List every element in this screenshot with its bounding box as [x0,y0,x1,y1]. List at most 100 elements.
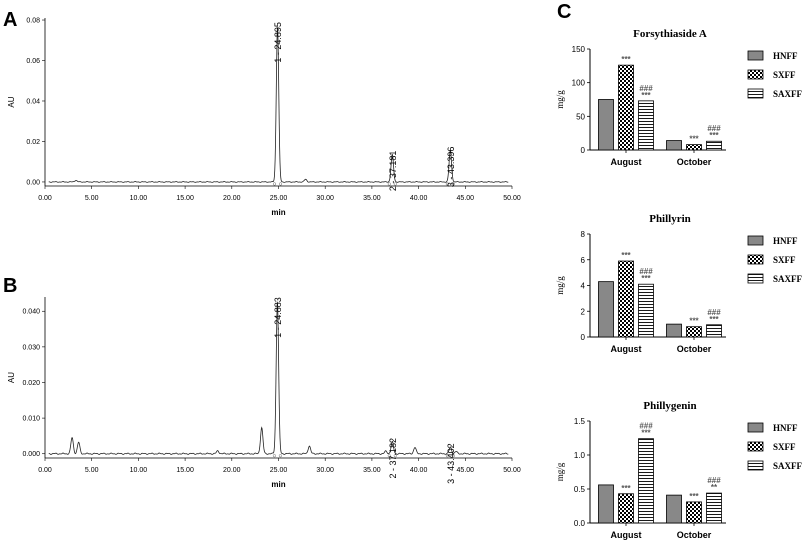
significance-label: ### [707,308,721,317]
y-tick-label: 100 [572,79,586,88]
category-label: August [611,157,642,167]
legend-swatch-saxff [747,88,764,99]
significance-label: *** [709,131,719,140]
x-tick-label: 30.00 [316,195,334,202]
significance-label: ### [707,124,721,133]
panel-letter-b: B [3,275,17,297]
significance-label: ### [639,267,653,276]
y-tick-label: 0.5 [574,485,586,494]
legend-label: SXFF [773,70,796,80]
y-tick-label: 1.0 [574,451,586,460]
significance-label: *** [709,315,719,324]
significance-label: *** [689,317,699,326]
peak-label: 1 - 24.895 [273,22,283,63]
y-axis-label: AU [7,96,16,107]
legend-swatch-sxff [747,69,764,80]
significance-label: ### [639,422,653,431]
y-axis-label: mg/g [555,90,565,109]
x-tick-label: 15.00 [176,467,194,474]
panel-letter-a: A [3,9,17,31]
peak-start-marker [272,454,276,458]
legend-label: SAXFF [773,461,803,471]
peak-start-marker [445,454,449,458]
significance-label: *** [621,251,631,260]
category-label: August [611,344,642,354]
legend-swatch-hnff [747,235,764,246]
bar-chart-phillygenin: Phillygenin 0.0 0.5 1.0 1.5 mg/g August ***### *… [555,400,803,540]
peak-end-marker [451,454,455,458]
bar-saxff [706,492,722,524]
bar-hnff [666,494,682,524]
chart-title: Forsythiaside A [633,28,707,40]
legend-label: SAXFF [773,274,803,284]
x-tick-label: 40.00 [410,195,428,202]
x-tick-label: 10.00 [130,195,148,202]
bar-chart-forsythiaside-a: Forsythiaside A050100150mg/gAugust***###… [555,28,803,167]
x-tick-label: 30.00 [316,467,334,474]
chromatogram-b: 0.00 5.00 10.00 15.00 20.00 25.00 30.00 35.00 40… [7,297,521,489]
bar-saxff [638,283,654,338]
legend-swatch-sxff [747,441,764,452]
peak-start-marker [445,182,449,186]
category-label: August [611,530,642,540]
y-tick-label: 1.5 [574,417,586,426]
peak-start-marker [387,182,391,186]
bar-saxff [638,438,654,524]
significance-label: ** [711,483,718,492]
x-tick-label: 50.00 [503,195,521,202]
x-tick-label: 45.00 [457,195,475,202]
legend-swatch-sxff [747,254,764,265]
significance-label: *** [621,55,631,64]
y-axis-label: mg/g [555,462,565,481]
significance-label: *** [641,91,651,100]
y-tick-label: 150 [572,45,586,54]
bar-hnff [598,99,614,151]
legend-swatch-saxff [747,273,764,284]
peak-label: 1 - 24.883 [273,297,283,338]
y-tick-label: 0.030 [22,344,40,351]
x-tick-label: 0.00 [38,195,52,202]
y-tick-label: 0.020 [22,380,40,387]
legend-label: HNFF [773,423,798,433]
y-axis-label: mg/g [555,276,565,295]
x-axis-label: min [271,208,285,217]
x-axis-label: min [271,480,285,489]
significance-label: *** [689,135,699,144]
x-tick-label: 35.00 [363,467,381,474]
significance-label: *** [641,429,651,438]
bar-sxff [686,326,702,338]
significance-label: ### [639,84,653,93]
chart-title: Phillygenin [643,400,696,412]
category-label: October [677,157,712,167]
category-label: October [677,344,712,354]
peak-start-marker [272,182,277,186]
peak-end-marker [393,182,397,186]
x-tick-label: 10.00 [130,467,148,474]
y-tick-label: 50 [576,112,585,121]
bar-sxff [686,501,702,524]
x-tick-label: 5.00 [85,467,99,474]
peak-end-marker [278,182,283,186]
bar-chart-phillyrin: Phillyrin02468mg/gAugust***###***October… [555,213,803,354]
peak-end-marker [278,454,282,458]
y-tick-label: 0.06 [26,58,40,65]
x-tick-label: 15.00 [176,195,194,202]
legend-label: SXFF [773,255,796,265]
peak-label: 2 - 37.181 [388,151,398,192]
bar-sxff [618,64,634,151]
bar-hnff [666,323,682,338]
y-tick-label: 2 [581,307,586,316]
x-tick-label: 40.00 [410,467,428,474]
y-tick-label: 0.0 [574,519,586,528]
x-tick-label: 50.00 [503,467,521,474]
legend-swatch-saxff [747,460,764,471]
legend-label: HNFF [773,236,798,246]
bar-hnff [666,140,682,151]
panel-letter-c: C [557,1,571,23]
bar-hnff [598,281,614,338]
chromatogram-trace [48,301,509,455]
bar-hnff [598,484,614,524]
bar-saxff [706,140,722,151]
peak-start-marker [387,454,391,458]
x-tick-label: 25.00 [270,195,288,202]
